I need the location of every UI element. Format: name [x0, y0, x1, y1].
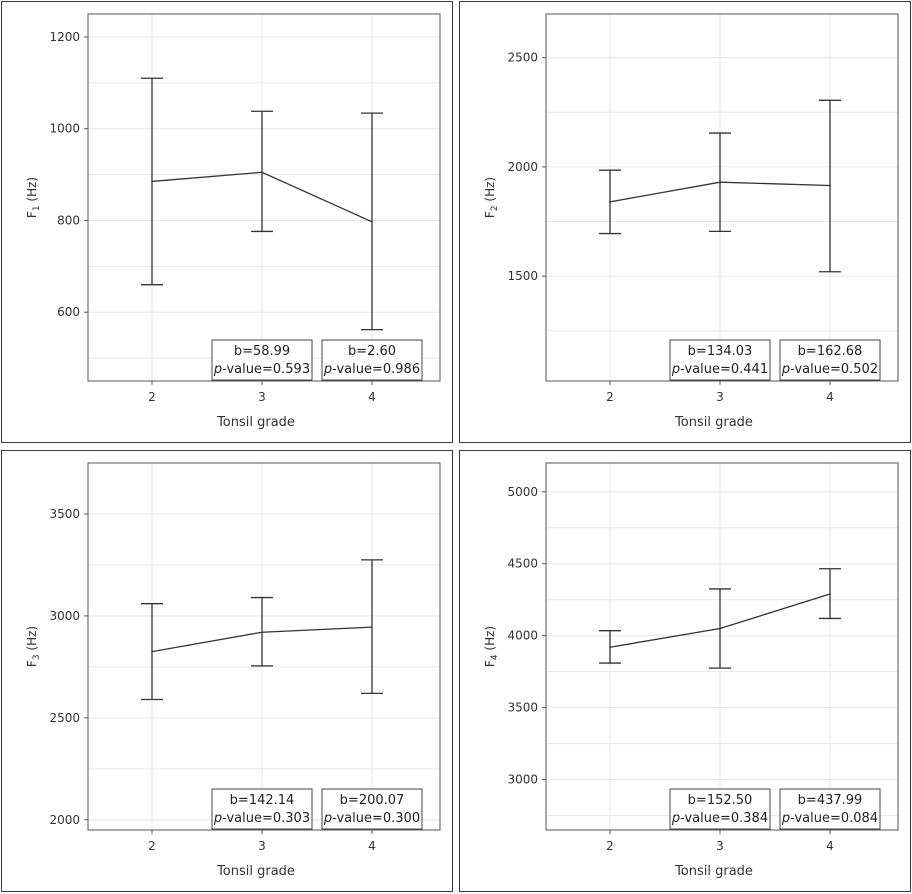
- f1-stat-box-border: [211, 339, 313, 381]
- f1-ytick-label: 1200: [49, 30, 80, 44]
- f1-mean-point: [261, 171, 263, 174]
- f4-stat-p: p-value=0.084: [781, 811, 878, 826]
- f4-xtick-label: 4: [826, 839, 834, 853]
- f3-mean-point: [371, 626, 373, 628]
- f1-ytick-label: 600: [57, 305, 80, 319]
- f4-mean-point: [829, 593, 831, 595]
- f1-mean-point: [371, 221, 373, 223]
- f1-stat-box: b=58.99 p-value=0.593: [211, 339, 313, 381]
- f4-xtick-label: 3: [716, 839, 724, 853]
- f4-stat-b: b=437.99: [798, 793, 863, 808]
- f1-ytick-label: 1000: [49, 122, 80, 136]
- f3-ytick-label: 3000: [49, 609, 80, 623]
- f3-stat-p: p-value=0.303: [213, 811, 310, 826]
- f4-xtick-label: 2: [606, 839, 614, 853]
- f1-y-axis-label: F1 (Hz): [25, 177, 42, 218]
- f4-ytick-label: 3000: [507, 773, 538, 787]
- f4-stat-p: p-value=0.384: [671, 811, 768, 826]
- f1-stat-box-border: [321, 339, 423, 381]
- f1-xtick-label: 4: [368, 390, 376, 404]
- f3-stat-b: b=142.14: [230, 793, 295, 808]
- f4-y-axis-label: F4 (Hz): [483, 626, 500, 667]
- f3-stat-box: b=200.07 p-value=0.300: [321, 788, 423, 830]
- f2-stat-box-border: [669, 339, 771, 381]
- f1-stat-p: p-value=0.593: [213, 362, 310, 377]
- f2-ytick-label: 2500: [507, 51, 538, 65]
- f3-xtick-label: 3: [258, 839, 266, 853]
- f3-ytick-label: 2500: [49, 711, 80, 725]
- f1-plot-frame: [87, 13, 441, 382]
- f3-mean-point: [261, 631, 263, 634]
- chart-panel-f1: 600 800 1000 1200 2 3 4 Tonsil grade F1 (Hz) b=58…: [1, 1, 453, 443]
- f2-ytick-label: 2000: [507, 160, 538, 174]
- f3-x-axis-label: Tonsil grade: [216, 864, 295, 879]
- f1-mean-point: [151, 180, 153, 183]
- f3-stat-b: b=200.07: [340, 793, 405, 808]
- f1-stat-b: b=2.60: [348, 344, 396, 359]
- chart-panel-f4: 3000 3500 4000 4500 5000 2 3 4 Tonsil grade F4 (H…: [459, 450, 911, 892]
- f2-stat-box: b=134.03 p-value=0.441: [669, 339, 771, 381]
- f3-ytick-label: 2000: [49, 813, 80, 827]
- f4-mean-point: [609, 646, 611, 649]
- chart-f2-svg: 1500 2000 2500 2 3 4 Tonsil grade F2 (Hz) b=134.…: [483, 13, 899, 430]
- f2-plot-frame: [545, 13, 899, 382]
- f2-stat-b: b=162.68: [798, 344, 863, 359]
- f1-ytick-label: 800: [57, 213, 80, 227]
- f1-stat-b: b=58.99: [234, 344, 290, 359]
- chart-panel-f3: 2000 2500 3000 3500 2 3 4 Tonsil grade F3 (Hz) b=…: [1, 450, 453, 892]
- f4-ytick-label: 4000: [507, 629, 538, 643]
- f4-stat-box: b=437.99 p-value=0.084: [779, 788, 881, 830]
- f3-stat-p: p-value=0.300: [323, 811, 420, 826]
- chart-f4-svg: 3000 3500 4000 4500 5000 2 3 4 Tonsil grade F4 (H…: [483, 462, 899, 879]
- f4-ytick-label: 5000: [507, 485, 538, 499]
- f2-xtick-label: 4: [826, 390, 834, 404]
- f1-stat-box: b=2.60 p-value=0.986: [321, 339, 423, 381]
- f4-x-axis-label: Tonsil grade: [674, 864, 753, 879]
- f3-ytick-label: 3500: [49, 507, 80, 521]
- chart-f1-svg: 600 800 1000 1200 2 3 4 Tonsil grade F1 (Hz) b=58…: [25, 13, 441, 430]
- f1-stat-p: p-value=0.986: [323, 362, 420, 377]
- f2-stat-b: b=134.03: [688, 344, 753, 359]
- f2-mean-point: [609, 201, 611, 203]
- f2-xtick-label: 3: [716, 390, 724, 404]
- f4-stat-box: b=152.50 p-value=0.384: [669, 788, 771, 830]
- f3-stat-box-border: [321, 788, 423, 830]
- f4-mean-point: [719, 627, 721, 630]
- f4-plot-frame: [545, 462, 899, 831]
- f2-x-axis-label: Tonsil grade: [674, 415, 753, 430]
- f2-stat-p: p-value=0.502: [781, 362, 878, 377]
- f2-stat-box-border: [779, 339, 881, 381]
- f2-y-axis-label: F2 (Hz): [483, 177, 500, 218]
- f1-xtick-label: 3: [258, 390, 266, 404]
- f2-ytick-label: 1500: [507, 269, 538, 283]
- f1-xtick-label: 2: [148, 390, 156, 404]
- f4-stat-box-border: [669, 788, 771, 830]
- f2-stat-box: b=162.68 p-value=0.502: [779, 339, 881, 381]
- f3-stat-box-border: [211, 788, 313, 830]
- f2-xtick-label: 2: [606, 390, 614, 404]
- f3-plot-frame: [87, 462, 441, 831]
- chart-panel-f2: 1500 2000 2500 2 3 4 Tonsil grade F2 (Hz) b=134.…: [459, 1, 911, 443]
- f3-stat-box: b=142.14 p-value=0.303: [211, 788, 313, 830]
- f3-y-axis-label: F3 (Hz): [25, 626, 42, 667]
- f3-xtick-label: 2: [148, 839, 156, 853]
- f2-mean-point: [719, 181, 721, 184]
- chart-f3-svg: 2000 2500 3000 3500 2 3 4 Tonsil grade F3 (Hz) b=…: [25, 462, 441, 879]
- f3-mean-point: [151, 650, 153, 653]
- f1-x-axis-label: Tonsil grade: [216, 415, 295, 430]
- f4-ytick-label: 4500: [507, 557, 538, 571]
- f2-stat-p: p-value=0.441: [671, 362, 768, 377]
- f3-xtick-label: 4: [368, 839, 376, 853]
- f2-mean-point: [829, 184, 831, 187]
- f4-ytick-label: 3500: [507, 701, 538, 715]
- f4-stat-box-border: [779, 788, 881, 830]
- f4-stat-b: b=152.50: [688, 793, 753, 808]
